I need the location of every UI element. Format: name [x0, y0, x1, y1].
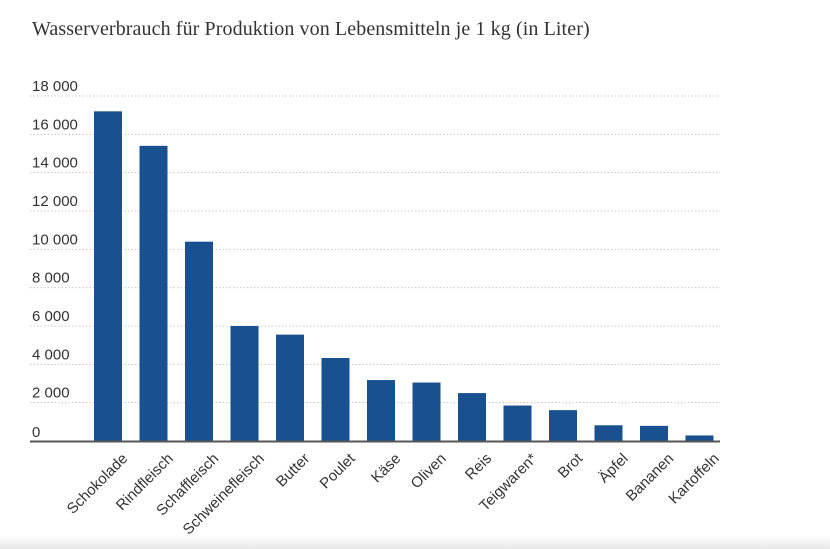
x-tick-label: Butter	[273, 450, 313, 490]
bar	[594, 425, 623, 441]
bar	[185, 241, 213, 441]
y-tick-label: 8 000	[32, 270, 70, 287]
y-tick-label: 14 000	[32, 155, 78, 172]
x-tick-label: Poulet	[317, 450, 360, 493]
bar	[367, 380, 395, 441]
y-tick-label: 6 000	[32, 308, 70, 325]
y-tick-label: 10 000	[32, 231, 78, 248]
y-tick-label: 18 000	[32, 78, 78, 95]
x-tick-label: Schweinefleisch	[180, 450, 268, 538]
x-tick-label: Äpfel	[595, 450, 631, 486]
bar	[94, 111, 122, 441]
y-tick-label: 2 000	[32, 385, 70, 402]
y-tick-label: 16 000	[32, 116, 78, 133]
bar	[321, 358, 350, 441]
x-tick-label: Reis	[462, 450, 495, 483]
x-tick-label: Käse	[368, 450, 404, 486]
bar	[276, 334, 304, 441]
y-tick-label: 0	[32, 424, 40, 441]
x-tick-label: Kartoffeln	[665, 450, 722, 507]
y-tick-label: 12 000	[32, 193, 78, 210]
bar	[230, 326, 259, 441]
bar	[412, 382, 441, 441]
bar	[458, 393, 486, 441]
bar	[640, 425, 668, 441]
y-tick-label: 4 000	[32, 346, 70, 363]
x-tick-label: Oliven	[408, 450, 450, 492]
chart-title: Wasserverbrauch für Produktion von Leben…	[32, 18, 590, 40]
bar	[549, 410, 577, 441]
bar	[503, 405, 532, 441]
bar	[139, 145, 168, 442]
x-tick-label: Brot	[555, 450, 587, 482]
bar	[685, 435, 714, 441]
bottom-shadow	[0, 535, 830, 549]
